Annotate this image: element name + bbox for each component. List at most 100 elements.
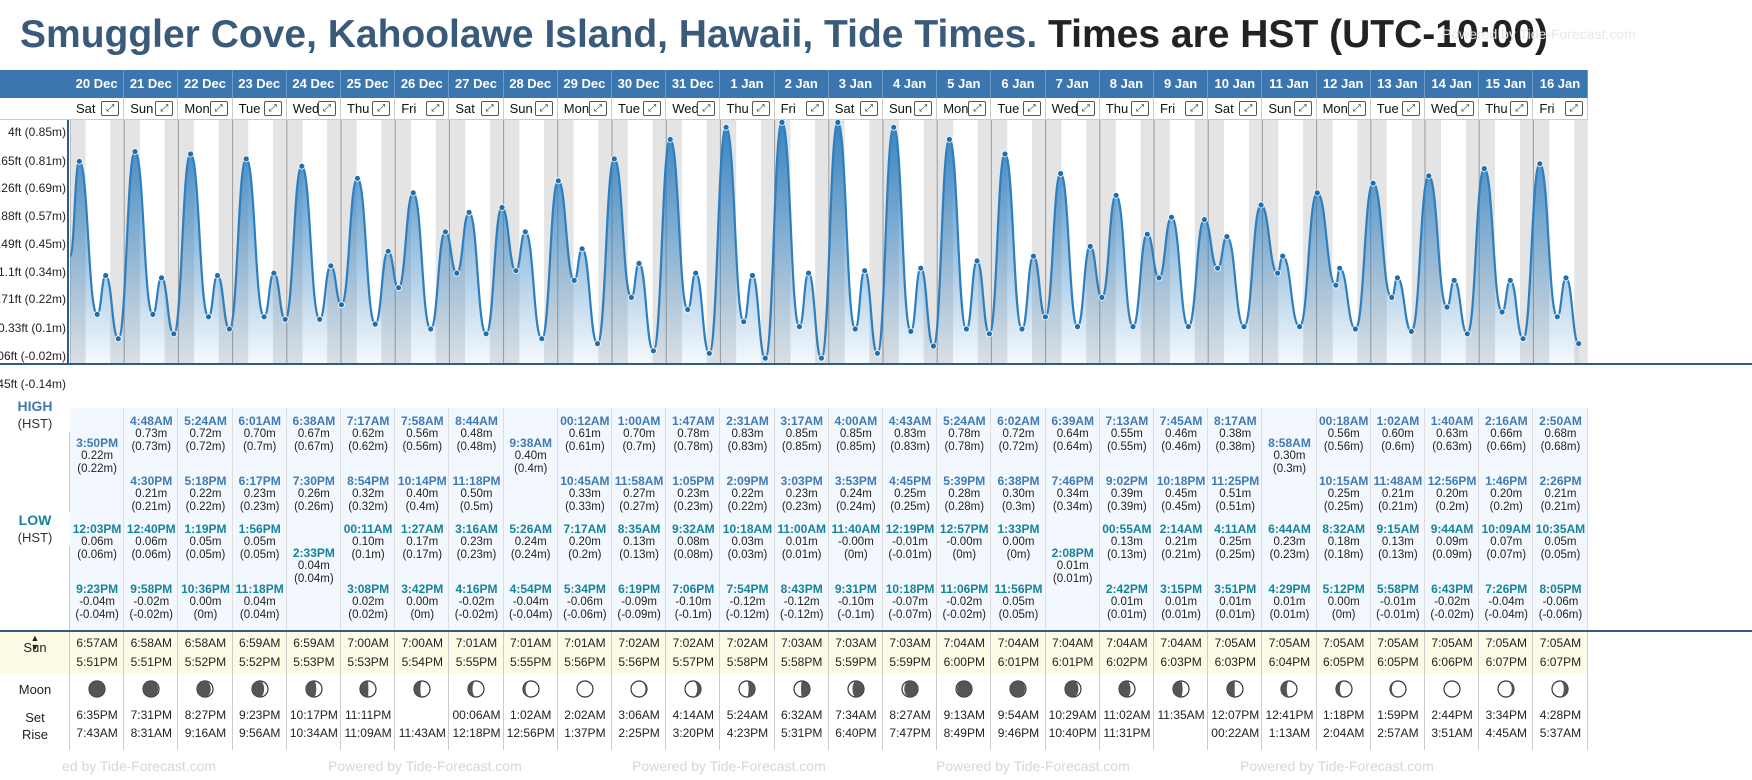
low-tide-point[interactable] — [1553, 313, 1561, 321]
low-tide-point[interactable] — [1214, 264, 1221, 272]
high-tide-point[interactable] — [1562, 274, 1570, 282]
high-tide-point[interactable] — [1506, 276, 1514, 284]
expand-day-icon[interactable]: ⤢ — [101, 101, 120, 116]
low-tide-point[interactable] — [395, 284, 402, 292]
low-tide-point[interactable] — [929, 342, 937, 350]
high-tide-point[interactable] — [298, 162, 306, 170]
high-tide-point[interactable] — [778, 120, 786, 126]
low-tide-point[interactable] — [1498, 308, 1506, 316]
high-tide-point[interactable] — [242, 155, 250, 163]
expand-day-icon[interactable]: ⤢ — [372, 101, 391, 116]
high-tide-point[interactable] — [973, 257, 981, 265]
high-tide-point[interactable] — [805, 269, 812, 277]
low-tide-point[interactable] — [1018, 325, 1026, 333]
low-tide-point[interactable] — [1296, 323, 1303, 330]
low-tide-point[interactable] — [962, 325, 970, 333]
high-tide-point[interactable] — [1168, 213, 1175, 221]
expand-day-icon[interactable]: ⤢ — [1347, 101, 1366, 116]
high-tide-point[interactable] — [578, 245, 586, 253]
high-tide-point[interactable] — [1536, 160, 1544, 168]
low-tide-point[interactable] — [684, 306, 692, 313]
low-tide-point[interactable] — [1463, 330, 1471, 338]
high-tide-point[interactable] — [270, 269, 278, 277]
expand-day-icon[interactable]: ⤢ — [1510, 101, 1529, 116]
low-tide-point[interactable] — [149, 310, 157, 318]
high-tide-point[interactable] — [692, 269, 700, 277]
expand-day-icon[interactable]: ⤢ — [1130, 101, 1149, 116]
low-tide-point[interactable] — [337, 301, 345, 309]
low-tide-point[interactable] — [1575, 340, 1583, 347]
low-tide-point[interactable] — [1407, 327, 1415, 335]
high-tide-point[interactable] — [187, 150, 194, 158]
low-tide-point[interactable] — [1184, 323, 1192, 330]
high-tide-point[interactable] — [666, 136, 674, 143]
expand-day-icon[interactable]: ⤢ — [209, 101, 228, 116]
high-tide-point[interactable] — [521, 228, 529, 236]
expand-day-icon[interactable]: ⤢ — [914, 101, 933, 116]
low-tide-point[interactable] — [1332, 281, 1340, 289]
low-tide-point[interactable] — [1074, 323, 1081, 330]
high-tide-point[interactable] — [498, 204, 506, 211]
low-tide-point[interactable] — [1443, 303, 1451, 311]
low-tide-point[interactable] — [170, 330, 178, 338]
low-tide-point[interactable] — [371, 320, 379, 328]
high-tide-point[interactable] — [353, 174, 361, 182]
high-tide-point[interactable] — [75, 157, 83, 165]
expand-day-icon[interactable]: ⤢ — [859, 101, 878, 116]
expand-day-icon[interactable]: ⤢ — [1022, 101, 1041, 116]
low-tide-point[interactable] — [627, 293, 635, 301]
high-tide-point[interactable] — [1200, 216, 1208, 224]
low-tide-point[interactable] — [512, 267, 520, 275]
low-tide-point[interactable] — [873, 349, 881, 357]
high-tide-point[interactable] — [214, 272, 221, 279]
low-tide-point[interactable] — [1129, 323, 1137, 330]
low-tide-point[interactable] — [649, 347, 657, 355]
high-tide-point[interactable] — [1480, 165, 1488, 173]
high-tide-point[interactable] — [465, 208, 473, 216]
low-tide-point[interactable] — [795, 323, 803, 330]
low-tide-point[interactable] — [985, 330, 993, 338]
low-tide-point[interactable] — [594, 340, 601, 347]
low-tide-point[interactable] — [761, 354, 769, 362]
expand-day-icon[interactable]: ⤢ — [1293, 101, 1312, 116]
high-tide-point[interactable] — [441, 228, 449, 236]
high-tide-point[interactable] — [945, 136, 953, 143]
high-tide-point[interactable] — [1001, 150, 1009, 158]
high-tide-point[interactable] — [1143, 230, 1151, 238]
low-tide-point[interactable] — [1041, 313, 1049, 321]
high-tide-point[interactable] — [1257, 201, 1265, 209]
high-tide-point[interactable] — [1313, 189, 1321, 197]
high-tide-point[interactable] — [748, 272, 756, 279]
high-tide-point[interactable] — [131, 148, 139, 156]
high-tide-point[interactable] — [1112, 191, 1120, 199]
low-tide-point[interactable] — [93, 310, 101, 318]
expand-day-icon[interactable]: ⤢ — [155, 101, 174, 116]
high-tide-point[interactable] — [158, 274, 165, 282]
high-tide-point[interactable] — [1393, 274, 1401, 282]
high-tide-point[interactable] — [861, 267, 869, 275]
expand-day-icon[interactable]: ⤢ — [1564, 101, 1583, 116]
low-tide-point[interactable] — [453, 269, 461, 277]
high-tide-point[interactable] — [102, 272, 110, 279]
high-tide-point[interactable] — [1336, 264, 1344, 272]
high-tide-point[interactable] — [1057, 170, 1064, 177]
high-tide-point[interactable] — [1030, 252, 1037, 260]
expand-day-icon[interactable]: ⤢ — [1185, 101, 1204, 116]
low-tide-point[interactable] — [1388, 293, 1396, 301]
high-tide-point[interactable] — [1450, 276, 1458, 284]
low-tide-point[interactable] — [817, 354, 825, 362]
high-tide-point[interactable] — [1369, 179, 1377, 187]
expand-day-icon[interactable]: ⤢ — [317, 101, 336, 116]
expand-day-icon[interactable]: ⤢ — [643, 101, 662, 116]
high-tide-point[interactable] — [917, 264, 925, 272]
low-tide-point[interactable] — [1098, 293, 1106, 301]
high-tide-point[interactable] — [1223, 233, 1231, 241]
low-tide-point[interactable] — [1519, 335, 1527, 343]
expand-day-icon[interactable]: ⤢ — [805, 101, 824, 116]
low-tide-point[interactable] — [281, 315, 289, 323]
expand-day-icon[interactable]: ⤢ — [426, 101, 445, 116]
expand-day-icon[interactable]: ⤢ — [1076, 101, 1095, 116]
low-tide-point[interactable] — [316, 315, 324, 323]
tide-table[interactable]: 20 Dec Sat ⤢ 3:50PM 0.22m (0.22m) 12:03PM 0.06m… — [70, 70, 1752, 750]
expand-day-icon[interactable]: ⤢ — [1401, 101, 1420, 116]
